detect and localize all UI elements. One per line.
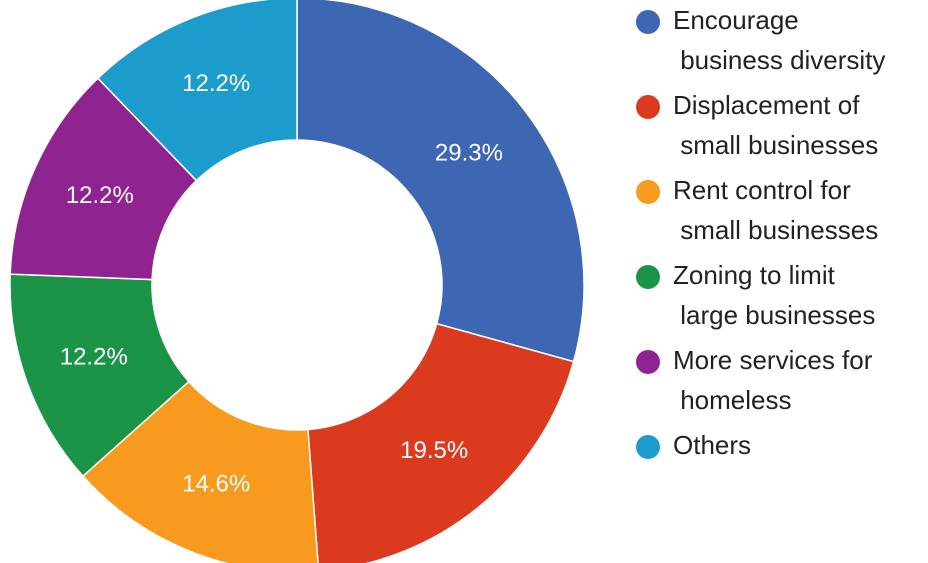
legend-marker <box>636 10 660 34</box>
legend-label: Zoning to limit large businesses <box>673 260 875 330</box>
slice-label: 12.2% <box>66 182 134 209</box>
legend-marker <box>636 350 660 374</box>
slice-label: 14.6% <box>182 471 250 498</box>
slice-label: 12.2% <box>60 344 128 371</box>
legend-marker <box>636 95 660 119</box>
legend-label: Encourage business diversity <box>673 5 885 75</box>
legend-label: More services for homeless <box>673 345 873 415</box>
slice <box>96 0 298 182</box>
slice-label: 19.5% <box>400 437 468 464</box>
legend-label: Displacement of small businesses <box>673 90 878 160</box>
slice-label: 29.3% <box>435 140 503 167</box>
legend-marker <box>636 180 660 204</box>
slice-label: 12.2% <box>182 70 250 97</box>
slice <box>81 380 319 563</box>
legend-label: Others <box>673 430 751 460</box>
legend-marker <box>636 265 660 289</box>
legend-marker <box>636 435 660 459</box>
slice <box>296 0 585 363</box>
slice <box>307 322 575 563</box>
legend-label: Rent control for small businesses <box>673 175 878 245</box>
